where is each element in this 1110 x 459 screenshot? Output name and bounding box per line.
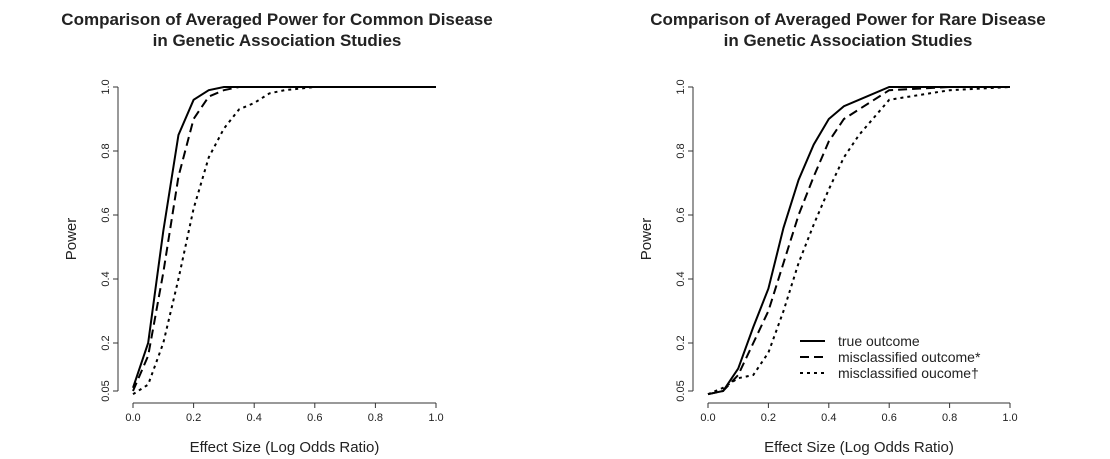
x-tick-label: 0.6: [882, 412, 897, 424]
chart-title: Comparison of Averaged Power for Rare Di…: [650, 10, 1046, 29]
x-tick-label: 1.0: [1002, 412, 1017, 424]
legend-label: true outcome: [838, 333, 920, 349]
x-tick-label: 0.0: [125, 412, 140, 424]
y-tick-label: 0.6: [675, 207, 687, 222]
y-tick-label: 1.0: [100, 79, 112, 94]
y-tick-label: 0.8: [675, 143, 687, 158]
y-tick-label: 0.2: [675, 335, 687, 350]
line: [707, 86, 1011, 396]
y-tick-label: 0.2: [100, 335, 112, 350]
x-tick-label: 0.0: [700, 412, 715, 424]
line: [707, 86, 1010, 396]
y-tick-label: 0.05: [675, 380, 687, 401]
line: [132, 86, 436, 389]
x-axis-label: Effect Size (Log Odds Ratio): [190, 439, 380, 456]
y-tick-label: 0.05: [100, 380, 112, 401]
x-tick-label: 0.8: [942, 412, 957, 424]
x-tick-label: 0.4: [247, 412, 262, 424]
x-axis-label: Effect Size (Log Odds Ratio): [764, 439, 954, 456]
chart-title: in Genetic Association Studies: [153, 31, 402, 50]
legend-label: misclassified oucome†: [838, 365, 979, 381]
y-tick-label: 0.8: [100, 143, 112, 158]
x-tick-label: 1.0: [428, 412, 443, 424]
line: [707, 86, 1010, 396]
y-axis-label: Power: [638, 218, 655, 261]
chart-title: Comparison of Averaged Power for Common …: [61, 10, 492, 29]
y-tick-label: 0.4: [100, 271, 112, 286]
x-tick-label: 0.2: [761, 412, 776, 424]
y-axis-label: Power: [63, 218, 80, 261]
y-tick-label: 0.6: [100, 207, 112, 222]
x-tick-label: 0.4: [821, 412, 836, 424]
x-tick-label: 0.8: [368, 412, 383, 424]
x-tick-label: 0.2: [186, 412, 201, 424]
legend-label: misclassified outcome*: [838, 349, 981, 365]
x-tick-label: 0.6: [307, 412, 322, 424]
y-tick-label: 1.0: [675, 79, 687, 94]
line: [132, 86, 436, 396]
chart-title: in Genetic Association Studies: [724, 31, 973, 50]
y-tick-label: 0.4: [675, 271, 687, 286]
